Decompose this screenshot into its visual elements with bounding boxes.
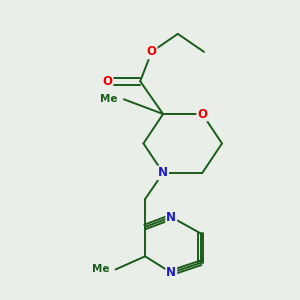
Text: O: O xyxy=(103,75,112,88)
Text: N: N xyxy=(166,266,176,279)
Text: N: N xyxy=(166,211,176,224)
Text: Me: Me xyxy=(92,264,110,274)
Text: O: O xyxy=(147,45,157,58)
Text: O: O xyxy=(197,107,207,121)
Text: Me: Me xyxy=(100,94,118,104)
Text: N: N xyxy=(158,167,168,179)
